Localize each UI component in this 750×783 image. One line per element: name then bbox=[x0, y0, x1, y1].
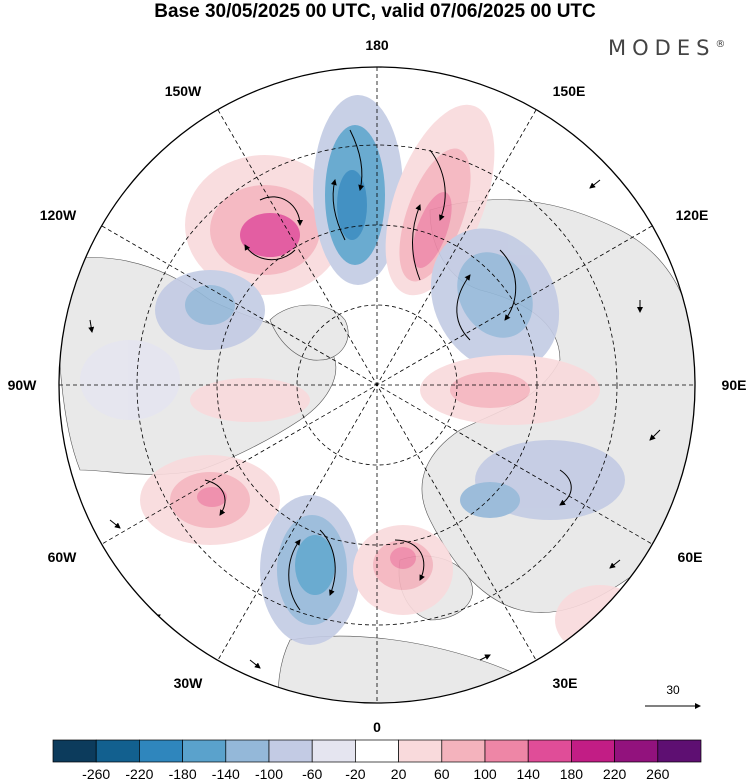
colorbar-swatch bbox=[225, 739, 270, 763]
longitude-labels: 180 0 90W 90E 150W 150E 120W 120E 60W 60… bbox=[8, 37, 747, 735]
colorbar-tick-label: 20 bbox=[391, 766, 407, 782]
colorbar-swatch bbox=[311, 739, 356, 763]
colorbar-tick-label: 180 bbox=[560, 766, 584, 782]
graticule bbox=[59, 67, 695, 703]
lon-label-150w: 150W bbox=[165, 83, 202, 99]
colorbar-tick-label: -260 bbox=[82, 766, 110, 782]
lon-label-90e: 90E bbox=[722, 377, 747, 393]
brand-text: MODES bbox=[608, 36, 716, 60]
reference-vector-label: 30 bbox=[666, 683, 680, 697]
colorbar-tick-label: -180 bbox=[169, 766, 197, 782]
lon-label-30w: 30W bbox=[174, 675, 204, 691]
reference-vector: 30 bbox=[645, 683, 701, 709]
modes-logo: MODES® bbox=[608, 36, 725, 60]
colorbar-swatch bbox=[52, 739, 97, 763]
wind-vectors bbox=[88, 108, 661, 669]
colorbar-tick-label: 140 bbox=[517, 766, 541, 782]
colorbar-tick-label: -20 bbox=[345, 766, 365, 782]
colorbar-tick-label: -140 bbox=[212, 766, 240, 782]
lon-label-120w: 120W bbox=[40, 207, 77, 223]
lon-label-0: 0 bbox=[373, 719, 381, 735]
map-disk bbox=[59, 67, 695, 703]
colorbar-tick-label: 220 bbox=[603, 766, 627, 782]
lon-label-60w: 60W bbox=[48, 549, 78, 565]
colorbar-swatch bbox=[182, 739, 227, 763]
colorbar-swatch bbox=[614, 739, 659, 763]
colorbar-swatch bbox=[657, 739, 702, 763]
colorbar-swatch bbox=[441, 739, 486, 763]
lon-label-60e: 60E bbox=[678, 549, 703, 565]
colorbar-swatch bbox=[95, 739, 140, 763]
colorbar-tick-label: 260 bbox=[646, 766, 670, 782]
colorbar: -260 -220 -180 -140 -100 -60 -20 20 60 100 140 180 2… bbox=[52, 739, 702, 782]
lon-label-150e: 150E bbox=[553, 83, 586, 99]
registered-mark: ® bbox=[715, 39, 726, 50]
colorbar-tick-label: 60 bbox=[434, 766, 450, 782]
colorbar-tick-label: -60 bbox=[302, 766, 322, 782]
colorbar-swatch bbox=[398, 739, 443, 763]
colorbar-swatch bbox=[268, 739, 313, 763]
colorbar-swatch bbox=[139, 739, 183, 763]
lon-label-30e: 30E bbox=[553, 675, 578, 691]
map-title: Base 30/05/2025 00 UTC, valid 07/06/2025… bbox=[154, 1, 596, 22]
colorbar-swatch bbox=[355, 739, 399, 763]
lon-label-90w: 90W bbox=[8, 377, 38, 393]
colorbar-tick-label: -100 bbox=[255, 766, 283, 782]
colorbar-swatch bbox=[571, 739, 615, 763]
map-border bbox=[58, 66, 696, 704]
colorbar-swatch bbox=[527, 739, 572, 763]
colorbar-tick-label: 100 bbox=[473, 766, 497, 782]
colorbar-swatch bbox=[484, 739, 529, 763]
lon-label-180: 180 bbox=[365, 37, 389, 53]
colorbar-tick-label: -220 bbox=[125, 766, 153, 782]
lon-label-120e: 120E bbox=[676, 207, 709, 223]
